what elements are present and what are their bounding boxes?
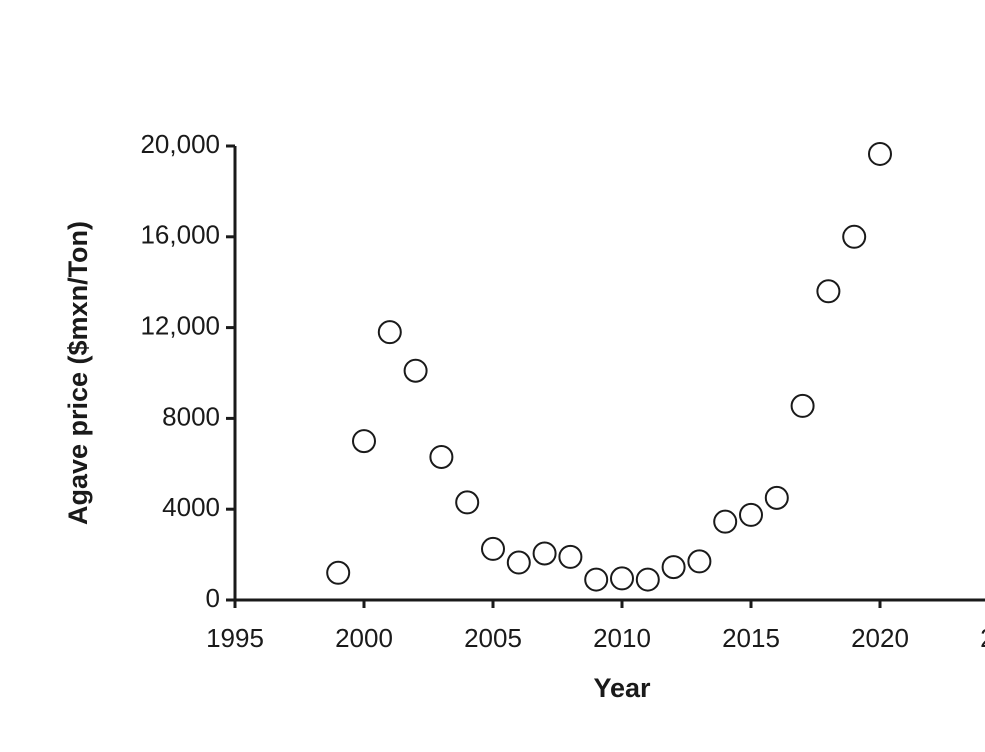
point bbox=[558, 544, 583, 569]
y-tick-label: 8000 bbox=[162, 401, 220, 431]
point bbox=[868, 141, 892, 166]
point bbox=[326, 560, 351, 585]
point bbox=[403, 358, 428, 383]
point bbox=[842, 224, 867, 249]
point bbox=[816, 279, 841, 304]
point bbox=[764, 485, 789, 510]
point bbox=[429, 444, 454, 469]
x-tick-label: 2010 bbox=[593, 623, 651, 653]
x-tick-label: 2000 bbox=[335, 623, 393, 653]
point bbox=[481, 536, 505, 561]
y-tick-label: 4000 bbox=[162, 492, 220, 522]
y-tick-label: 0 bbox=[206, 583, 220, 613]
y-axis-title: Agave price ($mxn/Ton) bbox=[63, 221, 93, 525]
x-tick-label: 2015 bbox=[722, 623, 780, 653]
point bbox=[635, 567, 660, 592]
point bbox=[377, 320, 402, 345]
x-axis-title: Year bbox=[593, 673, 651, 703]
x-tick-label: 2020 bbox=[851, 623, 909, 653]
point bbox=[713, 509, 738, 534]
point bbox=[584, 567, 609, 592]
point bbox=[506, 550, 531, 575]
point bbox=[610, 566, 634, 591]
y-tick-label: 20,000 bbox=[140, 129, 220, 159]
point bbox=[661, 555, 686, 580]
point bbox=[687, 549, 712, 574]
y-tick-label: 12,000 bbox=[140, 310, 220, 340]
point bbox=[790, 393, 815, 418]
x-tick-label: 2025 bbox=[980, 623, 985, 653]
point bbox=[532, 541, 557, 566]
y-tick-label: 16,000 bbox=[140, 220, 220, 250]
x-tick-label: 1995 bbox=[206, 623, 264, 653]
x-tick-label: 2005 bbox=[464, 623, 522, 653]
point bbox=[352, 429, 376, 454]
point bbox=[455, 490, 480, 515]
point bbox=[739, 502, 763, 527]
